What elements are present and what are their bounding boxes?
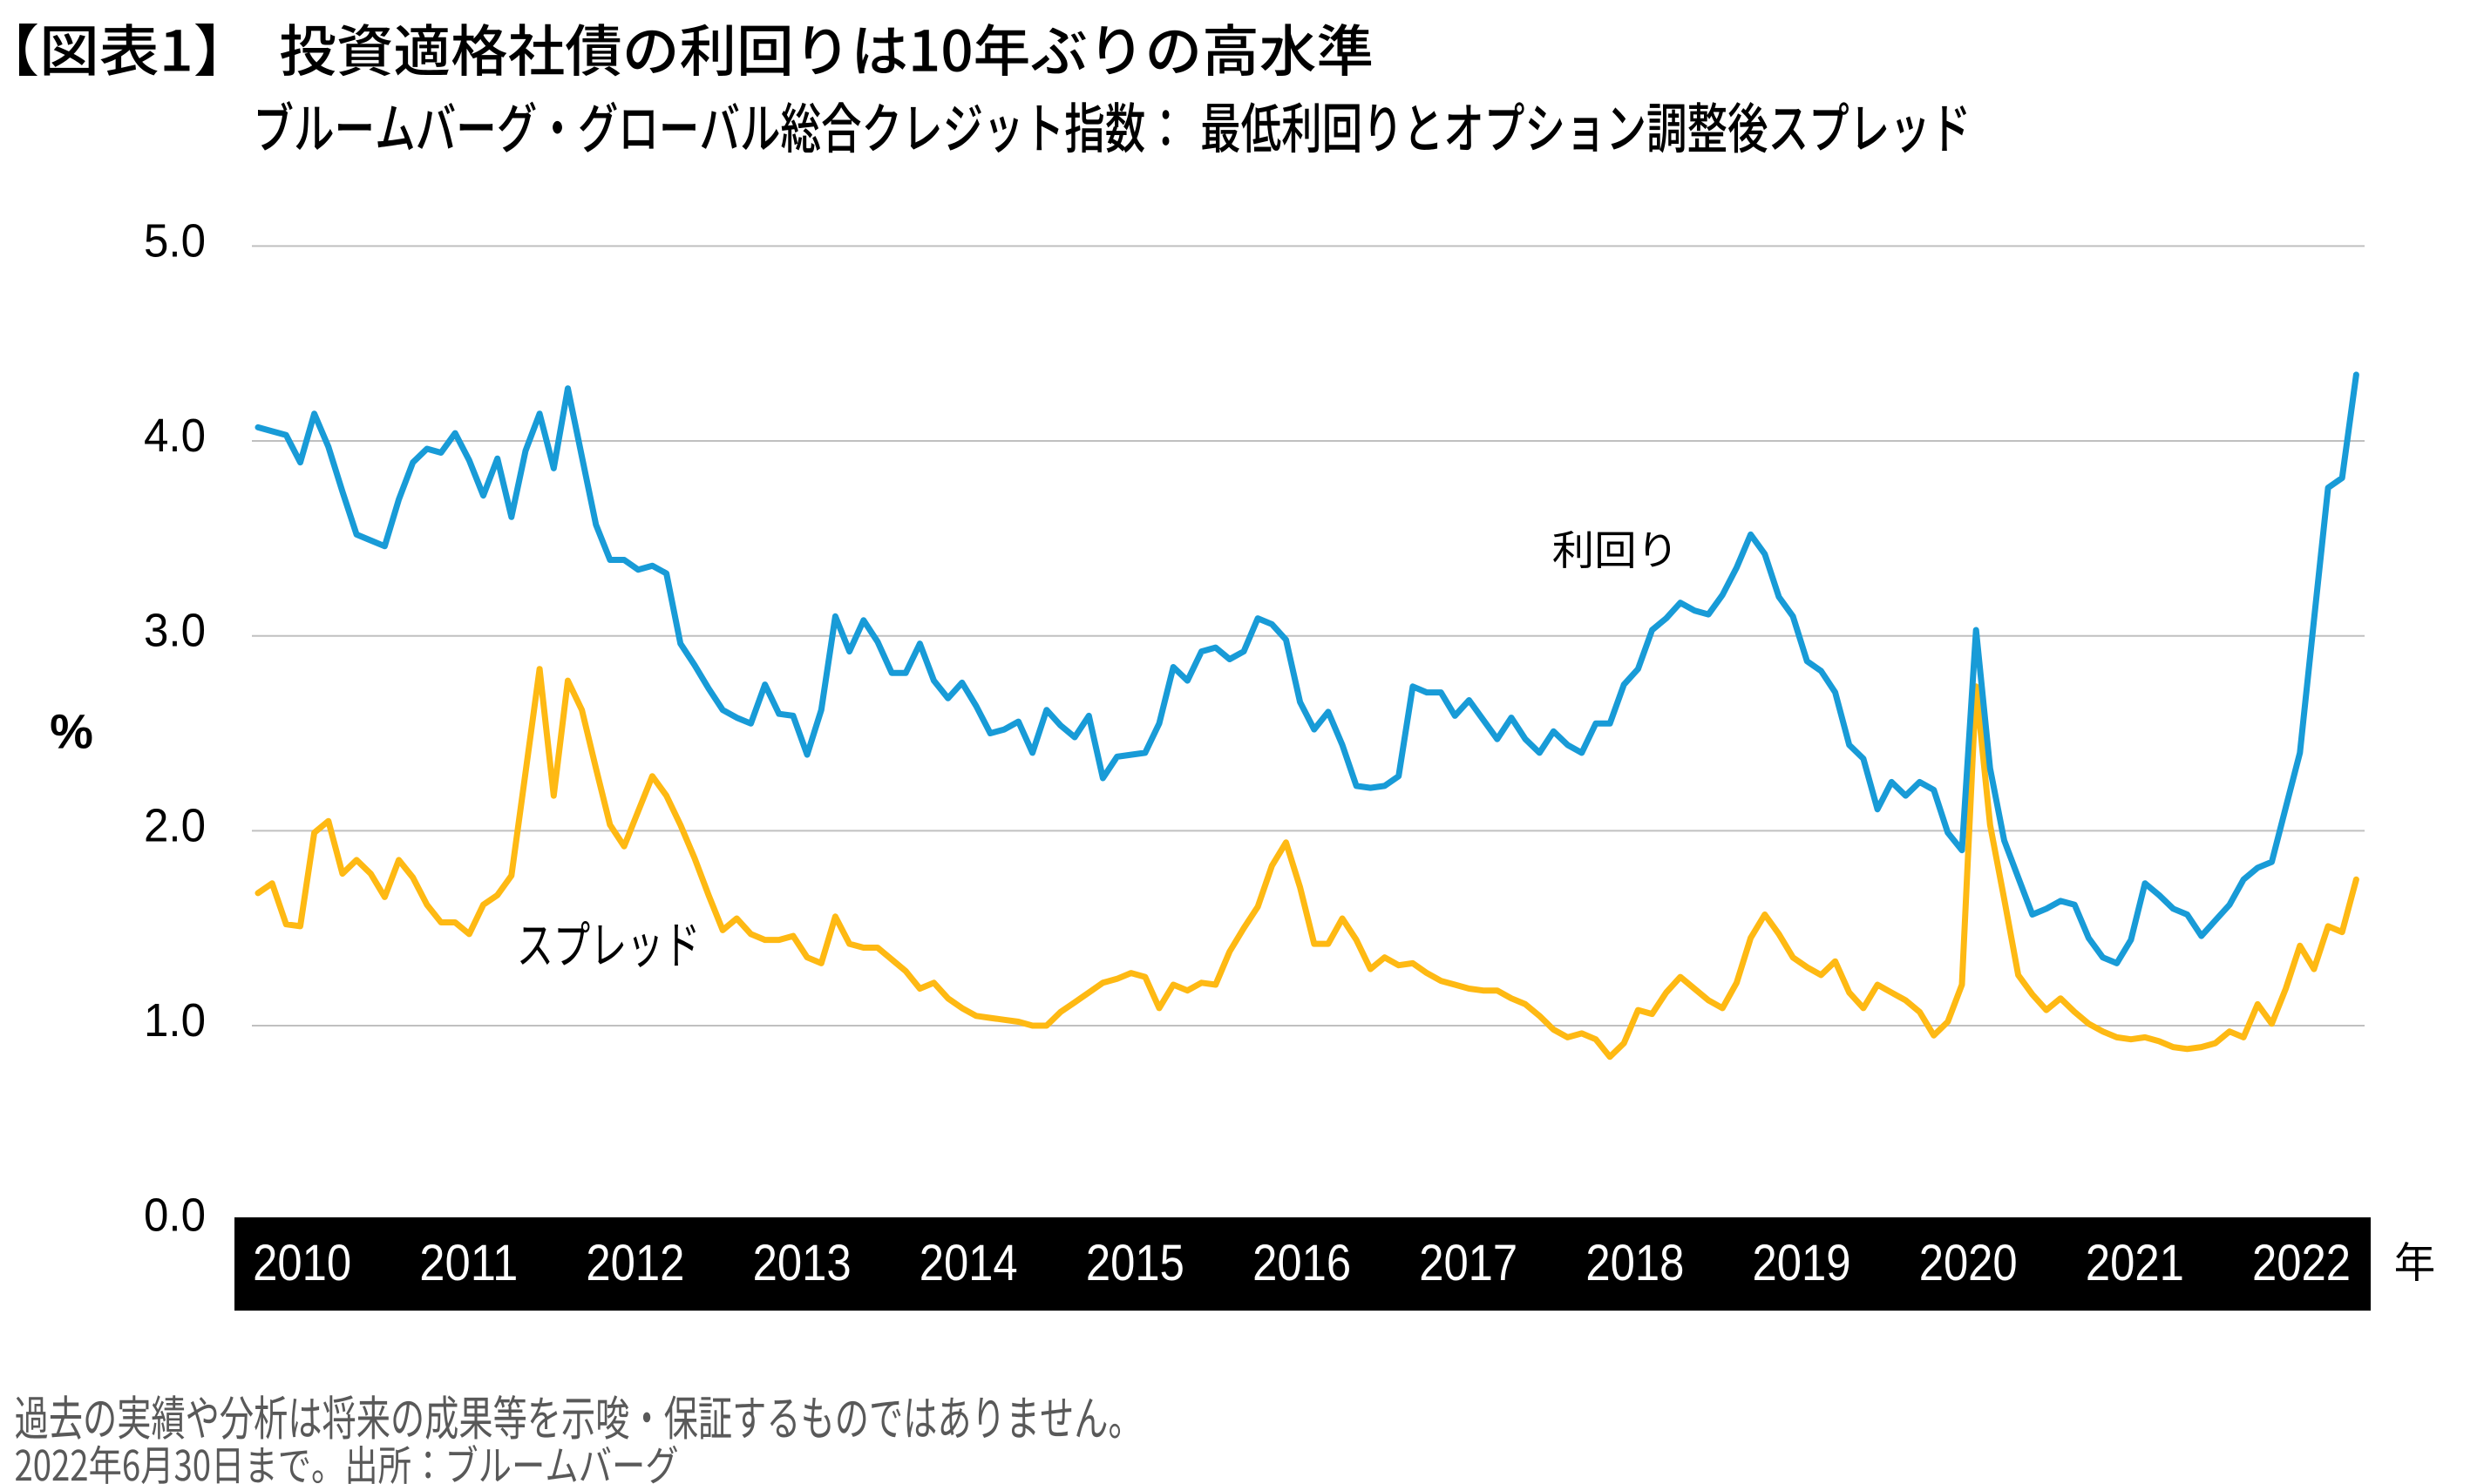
- svg-text:2014: 2014: [920, 1235, 1018, 1291]
- svg-text:2017: 2017: [1419, 1235, 1517, 1291]
- svg-text:2018: 2018: [1585, 1235, 1684, 1291]
- svg-text:3.0: 3.0: [144, 605, 206, 657]
- svg-text:2020: 2020: [1919, 1235, 2018, 1291]
- svg-text:2010: 2010: [253, 1235, 351, 1291]
- svg-text:2015: 2015: [1086, 1235, 1184, 1291]
- svg-text:2016: 2016: [1252, 1235, 1351, 1291]
- svg-text:0.0: 0.0: [144, 1189, 206, 1242]
- svg-text:2.0: 2.0: [144, 799, 206, 851]
- svg-text:2013: 2013: [753, 1235, 852, 1291]
- svg-text:2021: 2021: [2086, 1235, 2184, 1291]
- svg-text:1.0: 1.0: [144, 994, 206, 1047]
- svg-text:%: %: [50, 704, 93, 759]
- svg-text:2022: 2022: [2252, 1235, 2351, 1291]
- svg-text:4.0: 4.0: [144, 410, 206, 462]
- svg-text:5.0: 5.0: [144, 214, 206, 267]
- svg-text:2019: 2019: [1753, 1235, 1851, 1291]
- svg-text:2011: 2011: [419, 1235, 518, 1291]
- svg-text:2012: 2012: [586, 1235, 684, 1291]
